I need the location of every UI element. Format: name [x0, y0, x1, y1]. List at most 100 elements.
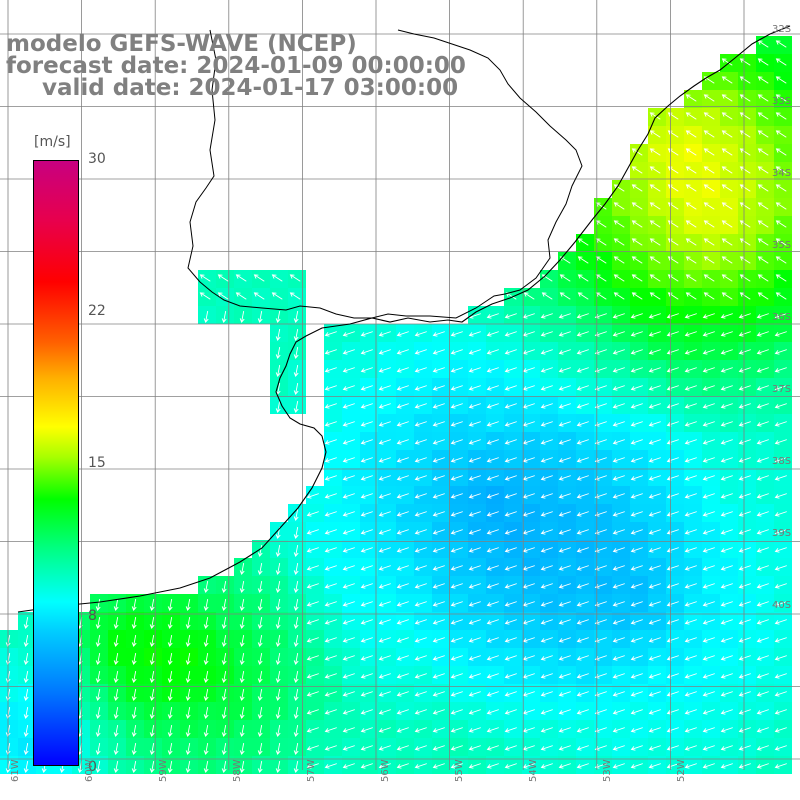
- wind-arrow: [558, 529, 571, 535]
- wind-arrow: [738, 367, 751, 373]
- wind-arrow: [95, 634, 101, 647]
- wind-arrow: [702, 547, 715, 553]
- wind-arrow: [612, 619, 625, 625]
- wind-arrow: [396, 745, 409, 751]
- wind-arrow: [306, 601, 319, 607]
- wind-arrow: [414, 385, 427, 391]
- wind-arrow: [378, 745, 391, 751]
- wind-arrow: [630, 529, 643, 535]
- wind-arrow: [720, 745, 733, 751]
- wind-arrow: [721, 202, 733, 210]
- wind-arrow: [775, 184, 787, 192]
- wind-arrow: [576, 691, 589, 697]
- wind-arrow: [720, 637, 733, 643]
- wind-arrow: [149, 742, 155, 755]
- wind-arrow: [648, 673, 661, 679]
- wind-arrow: [774, 313, 787, 319]
- wind-arrow: [486, 763, 499, 769]
- wind-arrow: [702, 565, 715, 571]
- wind-arrow: [576, 439, 589, 445]
- wind-arrow: [275, 688, 281, 701]
- wind-arrow: [630, 583, 643, 589]
- wind-arrow: [720, 313, 733, 319]
- wind-arrow: [720, 331, 733, 337]
- wind-arrow: [558, 511, 571, 517]
- wind-arrow: [612, 421, 625, 427]
- wind-arrow: [275, 346, 281, 359]
- wind-arrow: [432, 421, 445, 427]
- wind-arrow: [275, 742, 281, 755]
- wind-arrow: [450, 727, 463, 733]
- wind-arrow: [203, 670, 209, 683]
- wind-arrow: [450, 673, 463, 679]
- wind-arrow: [649, 256, 661, 264]
- wind-arrow: [738, 475, 751, 481]
- wind-arrow: [756, 493, 769, 499]
- wind-arrow: [630, 619, 643, 625]
- wind-arrow: [648, 565, 661, 571]
- wind-arrow: [342, 421, 355, 427]
- wind-arrow: [468, 709, 481, 715]
- wind-arrow: [738, 637, 751, 643]
- wind-arrow: [324, 529, 337, 535]
- wind-arrow: [360, 331, 373, 337]
- wind-arrow: [504, 619, 517, 625]
- wind-arrow: [775, 130, 787, 138]
- wind-arrow: [613, 184, 625, 192]
- wind-arrow: [558, 601, 571, 607]
- wind-arrow: [432, 529, 445, 535]
- wind-arrow: [684, 367, 697, 373]
- wind-arrow: [504, 331, 517, 337]
- wind-arrow: [468, 601, 481, 607]
- wind-arrow: [324, 637, 337, 643]
- wind-arrow: [342, 403, 355, 409]
- wind-arrow: [414, 493, 427, 499]
- wind-arrow: [720, 655, 733, 661]
- wind-arrow: [774, 727, 787, 733]
- wind-arrow: [396, 439, 409, 445]
- lat-label-36s: 36S: [772, 312, 792, 323]
- wind-arrow: [306, 493, 319, 499]
- wind-arrow: [396, 637, 409, 643]
- wind-arrow: [576, 763, 589, 769]
- wind-arrow: [756, 439, 769, 445]
- wind-arrow: [648, 763, 661, 769]
- wind-arrow: [540, 511, 553, 517]
- wind-arrow: [631, 184, 643, 192]
- wind-arrow: [342, 583, 355, 589]
- wind-arrow: [630, 601, 643, 607]
- wind-arrow: [613, 274, 625, 282]
- wind-arrow: [721, 58, 733, 66]
- wind-arrow: [648, 313, 661, 319]
- wind-arrow: [414, 709, 427, 715]
- wind-arrow: [738, 547, 751, 553]
- wind-arrow: [612, 457, 625, 463]
- wind-arrow: [396, 511, 409, 517]
- wind-arrow: [203, 634, 209, 647]
- wind-arrow: [612, 511, 625, 517]
- wind-arrow: [342, 745, 355, 751]
- wind-arrow: [720, 601, 733, 607]
- wind-arrow: [396, 493, 409, 499]
- wind-arrow: [774, 655, 787, 661]
- wind-arrow: [612, 565, 625, 571]
- wind-arrow: [396, 529, 409, 535]
- wind-arrow: [540, 403, 553, 409]
- lon-label-58w: 58W: [232, 759, 243, 782]
- wind-arrow: [630, 385, 643, 391]
- wind-arrow: [576, 583, 589, 589]
- wind-arrow: [324, 385, 337, 391]
- wind-arrow: [360, 745, 373, 751]
- wind-arrow: [257, 580, 263, 593]
- wind-arrow: [540, 421, 553, 427]
- wind-arrow: [486, 655, 499, 661]
- wind-arrow: [684, 511, 697, 517]
- wind-arrow: [324, 493, 337, 499]
- wind-arrow: [702, 493, 715, 499]
- wind-arrow: [684, 763, 697, 769]
- wind-arrow: [756, 601, 769, 607]
- wind-arrow: [293, 544, 299, 557]
- wind-arrow: [414, 745, 427, 751]
- wind-arrow: [450, 637, 463, 643]
- wind-arrow: [378, 331, 391, 337]
